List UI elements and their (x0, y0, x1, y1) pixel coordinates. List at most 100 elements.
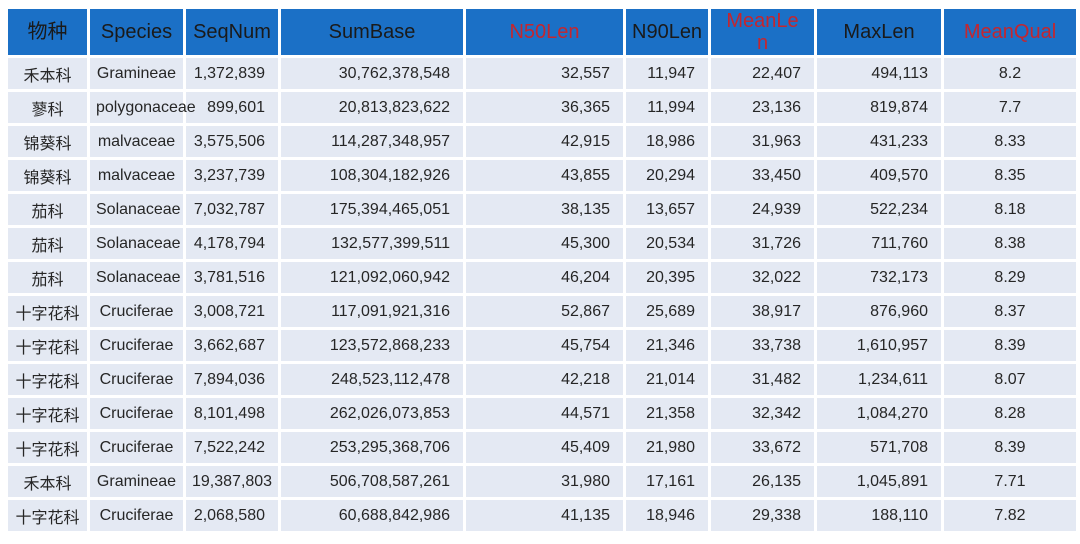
cell: 1,084,270 (814, 395, 944, 432)
cell: 21,358 (623, 395, 711, 432)
cell: 7.71 (941, 463, 1079, 500)
cell: 7.82 (941, 497, 1079, 534)
cell: 8.28 (941, 395, 1079, 432)
cell: Cruciferae (87, 327, 186, 364)
cell: 175,394,465,051 (278, 191, 466, 228)
cell: 2,068,580 (183, 497, 281, 534)
cell: 禾本科 (5, 55, 90, 92)
cell: 42,915 (463, 123, 626, 160)
table-header: 物种 Species SeqNum SumBase N50Len N90Len MeanLe… (5, 6, 1079, 58)
cell: 8.2 (941, 55, 1079, 92)
cell: 13,657 (623, 191, 711, 228)
table-row: 茄科 Solanaceae 4,178,794 132,577,399,511 45,3… (5, 225, 1079, 262)
cell: 32,557 (463, 55, 626, 92)
cell: Cruciferae (87, 293, 186, 330)
header-row: 物种 Species SeqNum SumBase N50Len N90Len MeanLe… (5, 6, 1079, 58)
column-header-1: 物种 (5, 6, 90, 58)
cell: 188,110 (814, 497, 944, 534)
cell: 1,372,839 (183, 55, 281, 92)
cell: 1,234,611 (814, 361, 944, 398)
cell: 十字花科 (5, 293, 90, 330)
cell: 4,178,794 (183, 225, 281, 262)
table-row: 十字花科 Cruciferae 8,101,498 262,026,073,853 44… (5, 395, 1079, 432)
cell: 20,813,823,622 (278, 89, 466, 126)
cell: 8.39 (941, 327, 1079, 364)
cell: 21,346 (623, 327, 711, 364)
cell: 123,572,868,233 (278, 327, 466, 364)
cell: 3,237,739 (183, 157, 281, 194)
cell: 819,874 (814, 89, 944, 126)
cell: Solanaceae (87, 191, 186, 228)
cell: 20,395 (623, 259, 711, 296)
cell: 32,022 (708, 259, 817, 296)
cell: 33,738 (708, 327, 817, 364)
cell: 41,135 (463, 497, 626, 534)
cell: 117,091,921,316 (278, 293, 466, 330)
cell: 十字花科 (5, 395, 90, 432)
cell: 20,534 (623, 225, 711, 262)
cell: malvaceae (87, 123, 186, 160)
cell: 23,136 (708, 89, 817, 126)
cell: 732,173 (814, 259, 944, 296)
cell: 31,980 (463, 463, 626, 500)
cell: 8.07 (941, 361, 1079, 398)
cell: Cruciferae (87, 395, 186, 432)
column-header-8: MaxLen (814, 6, 944, 58)
column-header-2: Species (87, 6, 186, 58)
cell: Cruciferae (87, 361, 186, 398)
cell: 43,855 (463, 157, 626, 194)
cell: 24,939 (708, 191, 817, 228)
cell: Solanaceae (87, 225, 186, 262)
cell: Solanaceae (87, 259, 186, 296)
cell: 33,450 (708, 157, 817, 194)
cell: 8.37 (941, 293, 1079, 330)
cell: 蓼科 (5, 89, 90, 126)
cell: 十字花科 (5, 361, 90, 398)
table-row: 十字花科 Cruciferae 3,662,687 123,572,868,233 45… (5, 327, 1079, 364)
column-header-6: N90Len (623, 6, 711, 58)
cell: 8.35 (941, 157, 1079, 194)
cell: 8,101,498 (183, 395, 281, 432)
cell: Gramineae (87, 463, 186, 500)
cell: 禾本科 (5, 463, 90, 500)
cell: 8.18 (941, 191, 1079, 228)
cell: 33,672 (708, 429, 817, 466)
cell: 26,135 (708, 463, 817, 500)
cell: 46,204 (463, 259, 626, 296)
cell: 522,234 (814, 191, 944, 228)
species-stats-table: 物种 Species SeqNum SumBase N50Len N90Len MeanLe… (5, 6, 1079, 534)
cell: 262,026,073,853 (278, 395, 466, 432)
cell: 32,342 (708, 395, 817, 432)
cell: 60,688,842,986 (278, 497, 466, 534)
cell: 571,708 (814, 429, 944, 466)
cell: 31,482 (708, 361, 817, 398)
column-header-5: N50Len (463, 6, 626, 58)
cell: 8.38 (941, 225, 1079, 262)
cell: 253,295,368,706 (278, 429, 466, 466)
cell: 494,113 (814, 55, 944, 92)
table-row: 十字花科 Cruciferae 7,894,036 248,523,112,478 42… (5, 361, 1079, 398)
cell: 30,762,378,548 (278, 55, 466, 92)
cell: 45,754 (463, 327, 626, 364)
cell: 7.7 (941, 89, 1079, 126)
cell: 十字花科 (5, 429, 90, 466)
cell: 19,387,803 (183, 463, 281, 500)
table-row: 十字花科 Cruciferae 3,008,721 117,091,921,316 52… (5, 293, 1079, 330)
cell: 31,726 (708, 225, 817, 262)
cell: 11,994 (623, 89, 711, 126)
cell: 十字花科 (5, 497, 90, 534)
column-header-3: SeqNum (183, 6, 281, 58)
cell: 42,218 (463, 361, 626, 398)
cell: 3,575,506 (183, 123, 281, 160)
cell: 锦葵科 (5, 123, 90, 160)
cell: 132,577,399,511 (278, 225, 466, 262)
cell: 17,161 (623, 463, 711, 500)
cell: 8.33 (941, 123, 1079, 160)
cell: 36,365 (463, 89, 626, 126)
cell: 38,917 (708, 293, 817, 330)
table-row: 禾本科 Gramineae 1,372,839 30,762,378,548 32,55… (5, 55, 1079, 92)
cell: 248,523,112,478 (278, 361, 466, 398)
table-row: 茄科 Solanaceae 7,032,787 175,394,465,051 38,1… (5, 191, 1079, 228)
cell: 20,294 (623, 157, 711, 194)
cell: 11,947 (623, 55, 711, 92)
